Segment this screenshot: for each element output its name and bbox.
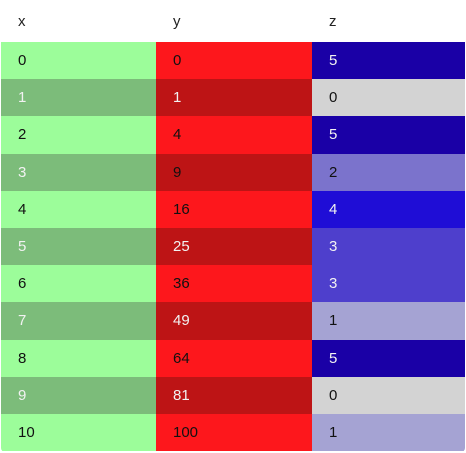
table-cell-x: 9: [1, 377, 156, 414]
table-cell-x: 7: [1, 302, 156, 339]
table-cell-y: 4: [156, 116, 312, 153]
table-cell-z: 1: [312, 302, 465, 339]
table-cell-z: 1: [312, 414, 465, 451]
table-cell-z: 5: [312, 42, 465, 79]
table-cell-x: 8: [1, 340, 156, 377]
table-cell-y: 1: [156, 79, 312, 116]
table-cell-x: 3: [1, 154, 156, 191]
table-cell-y: 100: [156, 414, 312, 451]
table-cell-y: 9: [156, 154, 312, 191]
table-cell-x: 1: [1, 79, 156, 116]
table-cell-y: 0: [156, 42, 312, 79]
column-header-z[interactable]: z: [312, 1, 465, 42]
table-cell-y: 36: [156, 265, 312, 302]
table-cell-z: 4: [312, 191, 465, 228]
column-header-y[interactable]: y: [156, 1, 312, 42]
table-cell-z: 2: [312, 154, 465, 191]
table-cell-z: 3: [312, 228, 465, 265]
table-cell-y: 81: [156, 377, 312, 414]
table-cell-z: 0: [312, 79, 465, 116]
table-cell-y: 16: [156, 191, 312, 228]
table-cell-y: 25: [156, 228, 312, 265]
table-cell-x: 0: [1, 42, 156, 79]
table-cell-x: 2: [1, 116, 156, 153]
column-header-x[interactable]: x: [1, 1, 156, 42]
table-cell-x: 4: [1, 191, 156, 228]
table-cell-x: 10: [1, 414, 156, 451]
table-cell-z: 5: [312, 116, 465, 153]
table-cell-x: 5: [1, 228, 156, 265]
table-cell-z: 0: [312, 377, 465, 414]
table-cell-y: 64: [156, 340, 312, 377]
table-cell-z: 3: [312, 265, 465, 302]
table-cell-z: 5: [312, 340, 465, 377]
table-cell-x: 6: [1, 265, 156, 302]
table-cell-y: 49: [156, 302, 312, 339]
